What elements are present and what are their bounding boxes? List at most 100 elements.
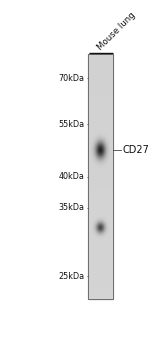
Bar [89, 154, 113, 155]
Bar [89, 195, 113, 196]
Bar [89, 234, 113, 235]
Bar [89, 262, 113, 264]
Bar [89, 73, 113, 74]
Bar [89, 89, 113, 90]
Bar [89, 59, 113, 60]
Bar [89, 60, 113, 61]
Bar [89, 189, 113, 190]
Bar [89, 220, 113, 221]
Bar [89, 159, 113, 160]
Bar [89, 297, 113, 298]
Bar [89, 103, 113, 104]
Bar [89, 56, 113, 57]
Bar [89, 138, 113, 139]
Bar [89, 290, 113, 291]
Bar [89, 242, 113, 243]
Bar [89, 244, 113, 245]
Bar [89, 184, 113, 185]
Bar [89, 231, 113, 232]
Bar [89, 274, 113, 275]
Bar [89, 152, 113, 153]
Bar [89, 255, 113, 256]
Bar [89, 77, 113, 78]
Bar [89, 71, 113, 72]
Bar [89, 166, 113, 167]
Bar [89, 132, 113, 133]
Bar [89, 266, 113, 267]
Bar [89, 79, 113, 80]
Bar [89, 172, 113, 173]
Bar [89, 216, 113, 217]
Text: 35kDa: 35kDa [59, 203, 85, 212]
Text: 40kDa: 40kDa [59, 172, 85, 181]
Bar [89, 293, 113, 294]
Bar [89, 249, 113, 250]
Bar [89, 96, 113, 97]
Bar [89, 252, 113, 253]
Bar [89, 261, 113, 262]
Bar [89, 136, 113, 137]
Bar [89, 111, 113, 112]
Bar [89, 245, 113, 246]
Bar [89, 241, 113, 242]
Bar [89, 201, 113, 202]
Bar [89, 259, 113, 260]
Bar [89, 271, 113, 272]
Bar [89, 145, 113, 146]
Bar [89, 207, 113, 208]
Bar [89, 185, 113, 186]
Bar [89, 286, 113, 287]
Bar [89, 104, 113, 105]
Bar [89, 229, 113, 230]
Bar [89, 215, 113, 216]
Bar [89, 100, 113, 101]
Bar [89, 218, 113, 219]
Bar [89, 94, 113, 95]
Bar [89, 209, 113, 210]
Bar [89, 296, 113, 297]
Bar [89, 167, 113, 168]
Bar [89, 230, 113, 231]
Bar [89, 223, 113, 224]
Bar [89, 142, 113, 143]
Bar [89, 102, 113, 103]
Bar [89, 64, 113, 65]
Bar [89, 294, 113, 295]
Bar [89, 192, 113, 193]
Bar [89, 67, 113, 68]
Bar [89, 205, 113, 206]
Bar [89, 107, 113, 108]
Bar [89, 54, 113, 299]
Bar [89, 210, 113, 211]
Bar [89, 134, 113, 135]
Bar [89, 268, 113, 269]
Bar [89, 187, 113, 188]
Bar [89, 153, 113, 154]
Bar [89, 65, 113, 66]
Text: 70kDa: 70kDa [59, 74, 85, 83]
Bar [89, 267, 113, 268]
Bar [89, 158, 113, 159]
Bar [89, 208, 113, 209]
Bar [89, 256, 113, 257]
Bar [89, 121, 113, 122]
Bar [89, 133, 113, 134]
Bar [89, 233, 113, 234]
Bar [89, 144, 113, 145]
Text: CD27: CD27 [122, 145, 149, 155]
Bar [89, 76, 113, 77]
Bar [89, 191, 113, 192]
Bar [89, 54, 113, 55]
Bar [89, 206, 113, 207]
Bar [89, 222, 113, 223]
Bar [89, 139, 113, 140]
Bar [89, 146, 113, 147]
Bar [89, 110, 113, 111]
Bar [89, 291, 113, 292]
Bar [89, 198, 113, 199]
Bar [89, 156, 113, 157]
Bar [89, 150, 113, 152]
Bar [89, 179, 113, 180]
Bar [89, 168, 113, 169]
Bar [89, 194, 113, 195]
